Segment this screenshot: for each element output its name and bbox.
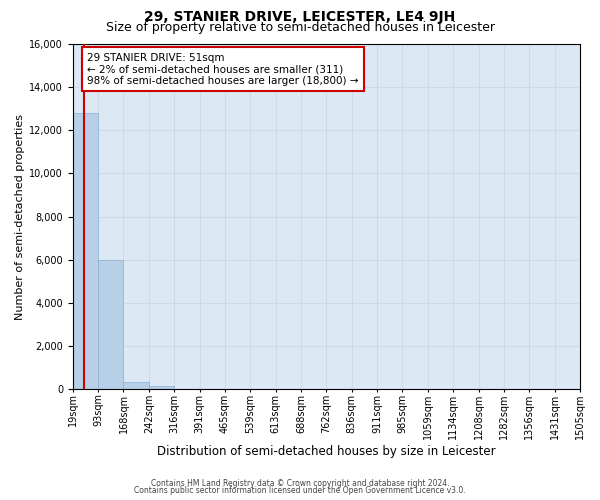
X-axis label: Distribution of semi-detached houses by size in Leicester: Distribution of semi-detached houses by …	[157, 444, 496, 458]
Bar	[149, 386, 174, 390]
Text: 29 STANIER DRIVE: 51sqm
← 2% of semi-detached houses are smaller (311)
98% of se: 29 STANIER DRIVE: 51sqm ← 2% of semi-det…	[88, 52, 359, 86]
Bar	[124, 382, 149, 390]
Bar	[98, 260, 124, 390]
Y-axis label: Number of semi-detached properties: Number of semi-detached properties	[15, 114, 25, 320]
Text: Contains public sector information licensed under the Open Government Licence v3: Contains public sector information licen…	[134, 486, 466, 495]
Text: Contains HM Land Registry data © Crown copyright and database right 2024.: Contains HM Land Registry data © Crown c…	[151, 478, 449, 488]
Text: Size of property relative to semi-detached houses in Leicester: Size of property relative to semi-detach…	[106, 21, 494, 34]
Bar	[73, 113, 98, 390]
Text: 29, STANIER DRIVE, LEICESTER, LE4 9JH: 29, STANIER DRIVE, LEICESTER, LE4 9JH	[145, 10, 455, 24]
